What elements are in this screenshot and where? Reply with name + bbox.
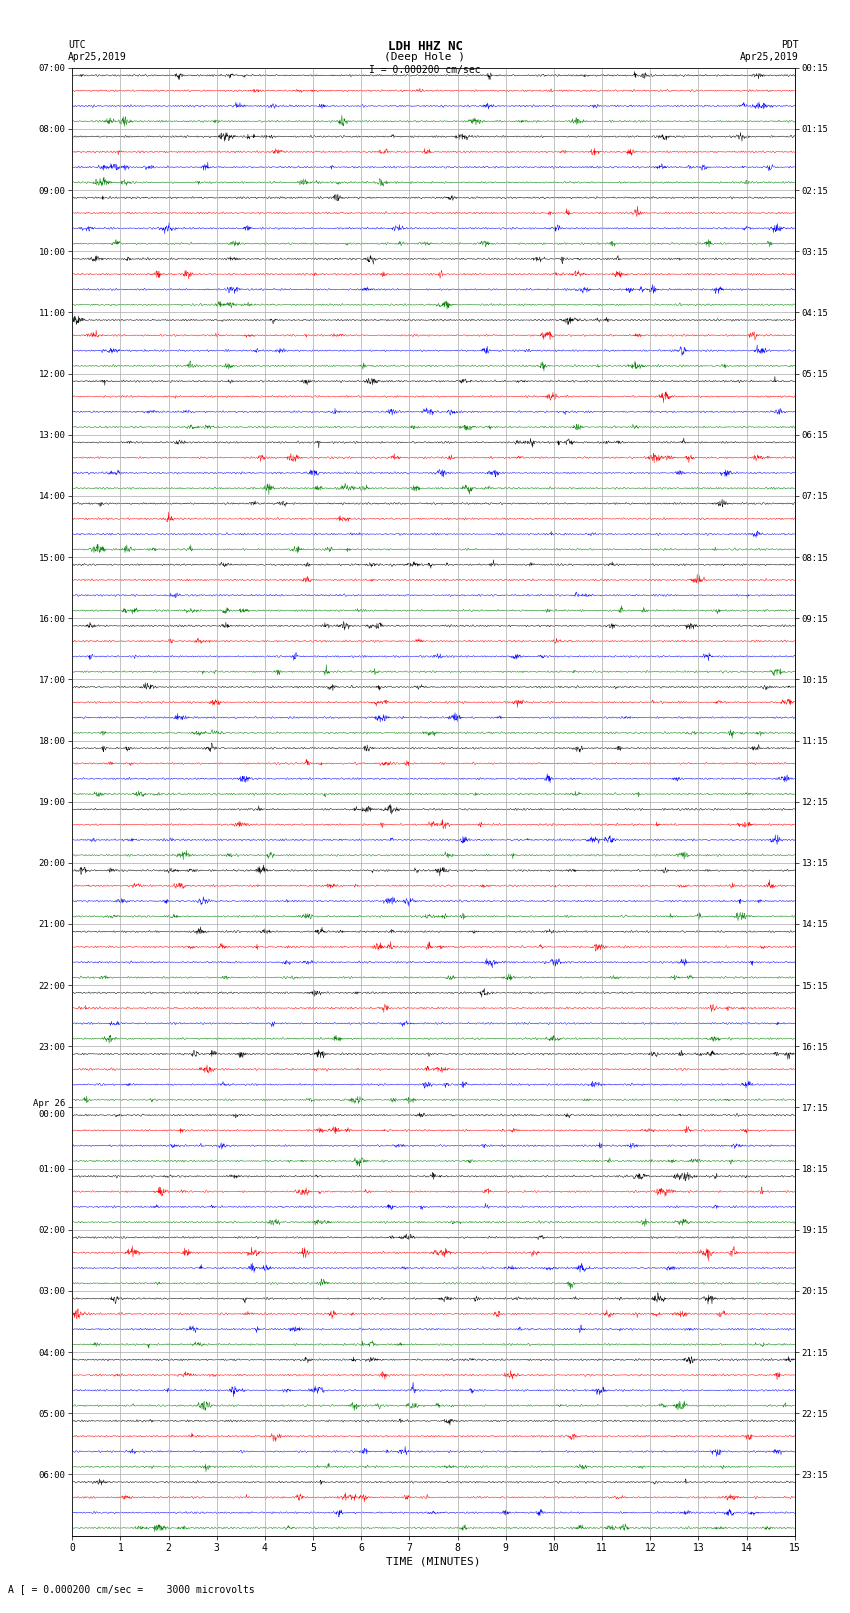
Text: I = 0.000200 cm/sec: I = 0.000200 cm/sec [369, 65, 481, 76]
Text: A [ = 0.000200 cm/sec =    3000 microvolts: A [ = 0.000200 cm/sec = 3000 microvolts [8, 1584, 255, 1594]
Text: Apr25,2019: Apr25,2019 [740, 52, 799, 61]
Text: (Deep Hole ): (Deep Hole ) [384, 52, 466, 63]
Text: PDT: PDT [781, 40, 799, 50]
Text: Apr25,2019: Apr25,2019 [68, 52, 127, 61]
X-axis label: TIME (MINUTES): TIME (MINUTES) [386, 1557, 481, 1566]
Text: UTC: UTC [68, 40, 86, 50]
Text: LDH HHZ NC: LDH HHZ NC [388, 39, 462, 53]
